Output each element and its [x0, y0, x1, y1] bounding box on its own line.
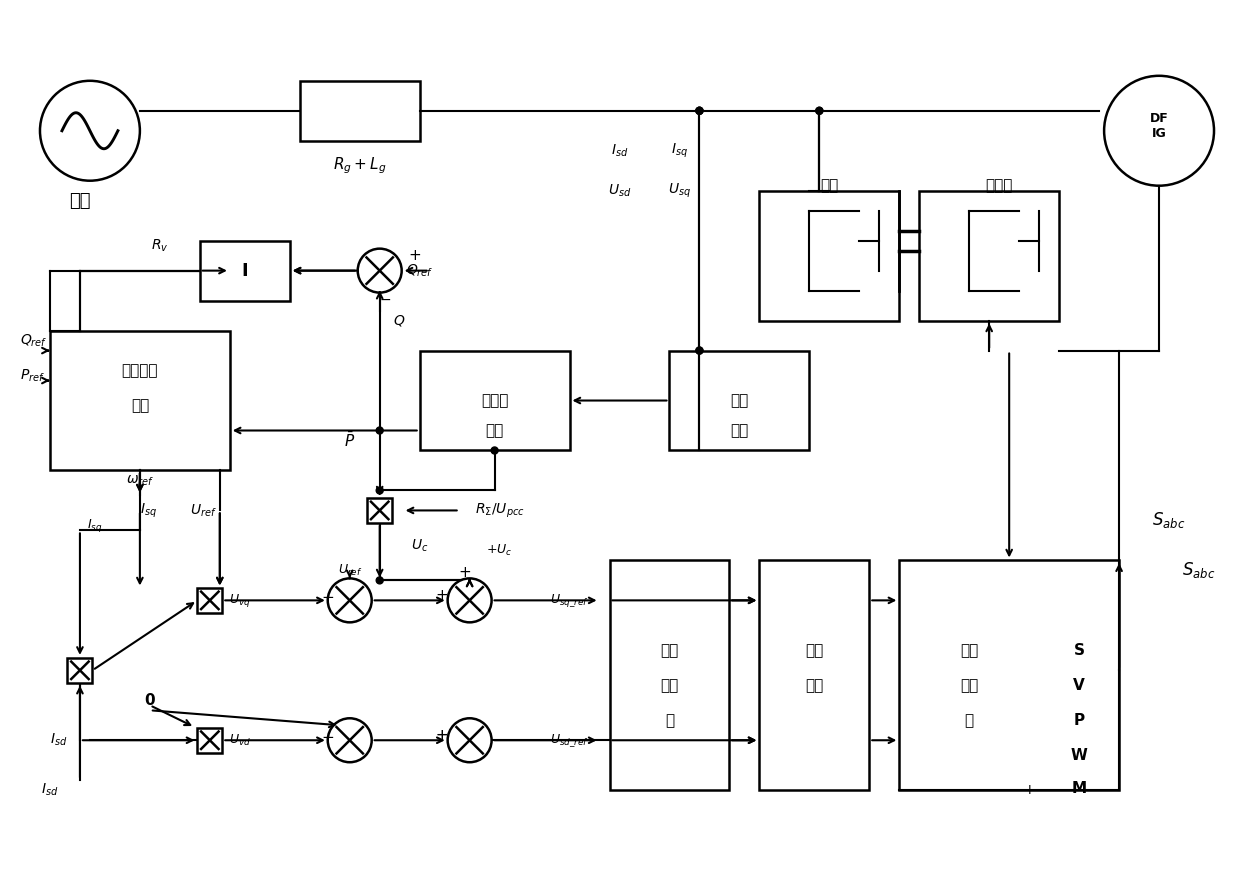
Text: $U_{vq}$: $U_{vq}$	[229, 592, 250, 609]
Circle shape	[328, 578, 372, 623]
Text: $+$: $+$	[435, 588, 449, 603]
Text: $+$: $+$	[458, 565, 471, 580]
Bar	[760, 560, 870, 790]
Text: S: S	[1074, 643, 1084, 658]
Circle shape	[40, 81, 140, 180]
Text: $R_{\Sigma}/U_{pcc}$: $R_{\Sigma}/U_{pcc}$	[475, 502, 524, 520]
Text: 网侧: 网侧	[820, 179, 839, 193]
Text: $R_v$: $R_v$	[151, 238, 169, 253]
Text: $S_{abc}$: $S_{abc}$	[1182, 560, 1215, 580]
Text: 电流: 电流	[960, 678, 979, 692]
Text: W: W	[1070, 747, 1088, 763]
Circle shape	[696, 107, 703, 114]
Text: I: I	[242, 261, 248, 280]
Circle shape	[447, 578, 492, 623]
Text: $+$: $+$	[435, 728, 449, 743]
Bar	[197, 728, 222, 753]
Text: 计算: 计算	[730, 423, 748, 438]
Text: $Q$: $Q$	[394, 313, 406, 328]
Bar	[919, 191, 1059, 321]
Text: $-$: $-$	[379, 292, 390, 306]
Circle shape	[358, 248, 401, 293]
Text: $U_{sd\_ref}$: $U_{sd\_ref}$	[550, 732, 589, 749]
Text: $U_{sq}$: $U_{sq}$	[668, 181, 691, 199]
Circle shape	[328, 719, 372, 762]
Text: $P_{ref}$: $P_{ref}$	[20, 368, 45, 384]
Polygon shape	[1010, 211, 1040, 271]
Circle shape	[1104, 76, 1214, 186]
Bar	[67, 658, 93, 683]
Text: $U_c$: $U_c$	[411, 537, 429, 554]
Text: $Q_{ref}$: $Q_{ref}$	[20, 333, 47, 348]
Bar	[420, 350, 570, 450]
Circle shape	[815, 107, 823, 114]
Text: 转子: 转子	[960, 643, 979, 658]
Bar	[197, 588, 222, 613]
Bar	[50, 331, 229, 470]
Circle shape	[377, 577, 383, 584]
Bar	[760, 191, 900, 321]
Bar	[610, 560, 730, 790]
Text: 低通滤: 低通滤	[481, 393, 508, 408]
Bar	[900, 560, 1119, 790]
Text: V: V	[1073, 678, 1085, 692]
Text: 波器: 波器	[486, 423, 504, 438]
Text: 电压: 电压	[660, 678, 679, 692]
Text: $Q_{ref}$: $Q_{ref}$	[406, 262, 434, 279]
Circle shape	[815, 107, 823, 114]
Text: $I_{sd}$: $I_{sd}$	[611, 143, 628, 159]
Text: $U_{sd}$: $U_{sd}$	[608, 183, 631, 199]
Text: M: M	[1072, 780, 1087, 796]
Bar	[669, 350, 809, 450]
Text: $S_{abc}$: $S_{abc}$	[1152, 510, 1186, 530]
Circle shape	[377, 427, 383, 434]
Text: $U_{vd}$: $U_{vd}$	[229, 733, 250, 748]
Text: $-$: $-$	[321, 728, 335, 743]
Text: 电网: 电网	[69, 192, 90, 210]
Text: $I_{sq}$: $I_{sq}$	[672, 142, 688, 160]
Text: $\omega_{ref}$: $\omega_{ref}$	[126, 473, 154, 488]
Circle shape	[696, 347, 703, 354]
Text: P: P	[1073, 712, 1084, 728]
Text: $+$: $+$	[408, 248, 421, 263]
Circle shape	[447, 719, 492, 762]
Text: $+U_c$: $+U_c$	[487, 543, 513, 558]
Text: $+$: $+$	[1023, 783, 1036, 797]
Text: 环: 环	[965, 712, 974, 728]
Text: 算法: 算法	[131, 398, 149, 413]
Text: $I_{sd}$: $I_{sd}$	[50, 732, 67, 748]
Text: 功率: 功率	[730, 393, 748, 408]
Text: $U_{ref}$: $U_{ref}$	[190, 503, 217, 518]
Text: 转子侧: 转子侧	[985, 179, 1012, 193]
Text: $+$: $+$	[435, 728, 449, 743]
Text: $-$: $-$	[321, 588, 335, 603]
Text: $I_{sq}$: $I_{sq}$	[87, 517, 103, 534]
Text: 0: 0	[145, 692, 155, 708]
Bar	[300, 81, 420, 141]
Circle shape	[696, 107, 703, 114]
Bar	[199, 240, 290, 300]
Text: $I_{sq}$: $I_{sq}$	[140, 502, 157, 520]
Text: 定子: 定子	[660, 643, 679, 658]
Text: $U_{sq\_ref}$: $U_{sq\_ref}$	[550, 592, 589, 609]
Text: $I_{sd}$: $I_{sd}$	[41, 782, 58, 799]
Text: 环: 环	[665, 712, 674, 728]
Bar	[367, 498, 393, 523]
Circle shape	[377, 487, 383, 494]
Text: 交叉: 交叉	[805, 643, 824, 658]
Polygon shape	[849, 211, 880, 271]
Text: $\bar{P}$: $\bar{P}$	[344, 431, 356, 450]
Text: 虚拟同步: 虚拟同步	[121, 363, 159, 378]
Circle shape	[491, 447, 498, 454]
Circle shape	[696, 107, 703, 114]
Text: $R_g+L_g$: $R_g+L_g$	[333, 155, 387, 176]
Text: 控制: 控制	[805, 678, 824, 692]
Circle shape	[696, 347, 703, 354]
Text: $U_{ref}$: $U_{ref}$	[337, 563, 362, 578]
Text: DF
IG: DF IG	[1150, 111, 1168, 139]
